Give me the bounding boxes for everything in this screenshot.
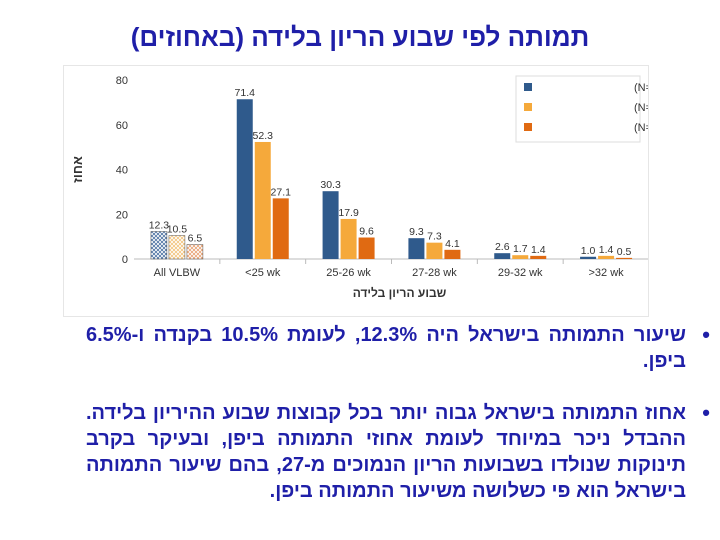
data-label-0-2: 30.3 (320, 179, 341, 191)
data-label-0-5: 1.0 (581, 245, 596, 257)
y-tick-label: 80 (116, 75, 128, 87)
x-tick-label: >32 wk (588, 267, 624, 279)
y-tick-label: 20 (116, 209, 128, 221)
data-label-0-3: 9.3 (409, 226, 424, 238)
bar-0-4 (494, 253, 511, 259)
data-label-1-0: 10.5 (167, 224, 188, 236)
data-label-2-4: 1.4 (531, 244, 546, 256)
bullet-2-text: אחוז התמותה בישראל גבוה יותר בכל קבוצות … (86, 402, 686, 502)
chart-area: 0 20 40 60 80 אחוז All VLBW 12.3 10.5 6.5 <25 wk 71… (64, 66, 648, 316)
bar-1-3 (426, 242, 443, 259)
bar-0-2 (322, 191, 339, 259)
x-tick-label: 25-26 wk (326, 267, 371, 279)
data-label-1-5: 1.4 (599, 244, 614, 256)
bar-2-3 (444, 249, 461, 259)
bullet-marker-icon: • (702, 400, 710, 425)
data-label-0-4: 2.6 (495, 241, 510, 253)
data-label-2-5: 0.5 (617, 246, 632, 258)
y-tick-label: 60 (116, 120, 128, 132)
data-label-2-2: 9.6 (359, 226, 374, 238)
x-tick-label: <25 wk (245, 267, 281, 279)
bar-2-2 (358, 237, 375, 259)
slide-title: תמותה לפי שבוע הריון בלידה (באחוזים) (130, 22, 590, 52)
y-tick-label: 40 (116, 165, 128, 177)
bar-2-1 (272, 198, 289, 259)
bar-chart: 0 20 40 60 80 אחוז All VLBW 12.310.56.5 <25 wk 71… (70, 75, 648, 300)
legend-swatch-0 (524, 83, 532, 91)
bar-2-0 (186, 244, 204, 260)
data-label-2-3: 4.1 (445, 238, 460, 250)
bar-0-1 (236, 99, 253, 260)
bullet-1-text: שיעור התמותה בישראל היה 12.3%, לעומת 10.… (86, 324, 686, 372)
bar-1-1 (254, 141, 271, 259)
legend-swatch-1 (524, 103, 532, 111)
bar-1-2 (340, 218, 357, 259)
bar-0-5 (580, 256, 597, 259)
bar-0-0 (150, 231, 168, 260)
x-tick-label: All VLBW (154, 267, 201, 279)
y-axis-label: אחוז (70, 156, 85, 183)
bar-1-0 (168, 235, 186, 260)
data-label-1-3: 7.3 (427, 231, 442, 243)
data-label-2-1: 27.1 (271, 186, 292, 198)
x-tick-label: 27-28 wk (412, 267, 457, 279)
data-label-2-0: 6.5 (188, 232, 203, 244)
legend-box (515, 75, 641, 143)
data-label-1-1: 52.3 (253, 130, 274, 142)
legend-entry-0: ישראל (N=8,046) (634, 81, 648, 94)
data-label-0-0: 12.3 (149, 219, 170, 231)
legend-entry-2: יפן (N=9,812) (634, 122, 648, 134)
bar-2-4 (530, 255, 547, 259)
bar-0-3 (408, 238, 425, 259)
y-tick-label: 0 (122, 254, 128, 266)
data-label-0-1: 71.4 (235, 87, 256, 99)
data-label-1-4: 1.7 (513, 243, 528, 255)
bar-2-5 (616, 257, 633, 259)
x-tick-label: 29-32 wk (498, 267, 543, 279)
bullet-2: • אחוז התמותה בישראל גבוה יותר בכל קבוצו… (86, 400, 710, 504)
bar-1-4 (512, 255, 529, 259)
legend-entry-1: קנדה (N=5,341) (634, 102, 648, 114)
x-axis-label: שבוע הריון בלידה (353, 286, 447, 300)
bullet-marker-icon: • (702, 322, 710, 347)
bullet-1: • שיעור התמותה בישראל היה 12.3%, לעומת 1… (86, 322, 710, 374)
legend-swatch-2 (524, 123, 532, 131)
data-label-1-2: 17.9 (338, 207, 359, 219)
bar-1-5 (598, 255, 615, 259)
